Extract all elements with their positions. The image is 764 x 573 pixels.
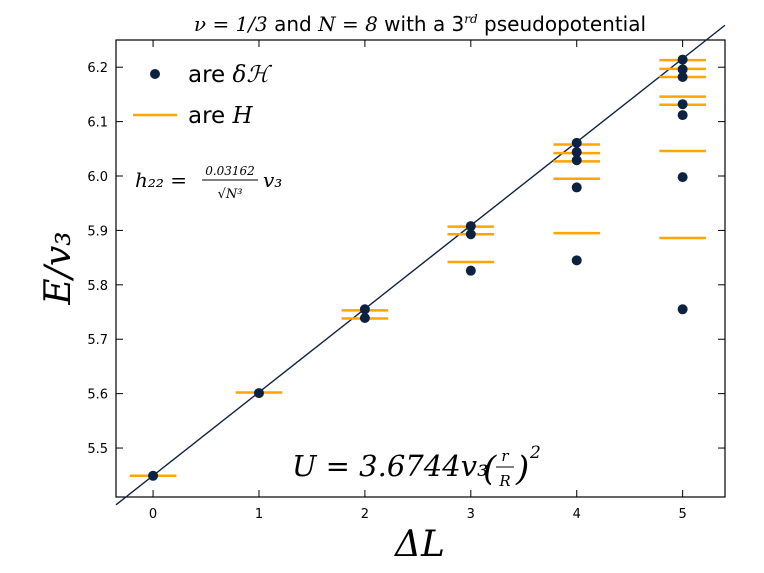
fit-layer	[115, 24, 726, 506]
delta-h-point	[465, 229, 476, 240]
y-tick-label: 5.5	[87, 442, 108, 457]
delta-h-point	[677, 64, 688, 75]
legend: are δℋ are H	[133, 62, 272, 129]
title-superscript: rd	[464, 12, 478, 26]
title-with: with a 3	[378, 12, 464, 36]
legend-entry-delta-h-math: δℋ	[233, 62, 273, 88]
legend-entry-h-math: H	[232, 103, 254, 129]
delta-h-point	[571, 182, 582, 193]
y-tick-label: 6.1	[87, 116, 108, 131]
delta-h-point	[677, 110, 688, 121]
u-paren-open: (	[483, 449, 497, 489]
x-tick-label: 4	[573, 507, 581, 522]
delta-h-point	[677, 304, 688, 315]
y-tick-label: 6.0	[87, 170, 108, 185]
ticks-layer: 0 1 2 3 4 5 5.5 5.6 5.7 5.8 5.9 6.0 6.1 6.2	[87, 40, 725, 522]
x-tick-label: 5	[678, 507, 686, 522]
legend-dot-marker	[150, 69, 160, 79]
delta-h-point	[465, 265, 476, 276]
x-axis-label: ΔL	[393, 524, 445, 565]
delta-h-point	[677, 54, 688, 65]
u-exponent: 2	[529, 443, 541, 463]
chart-title: ν = 1/3 and N = 8 with a 3rd pseudopoten…	[194, 12, 646, 36]
u-annotation: U = 3.6744v₃ ( r R ) 2	[292, 443, 541, 490]
fit-line	[115, 24, 726, 506]
delta-h-series-layer	[148, 54, 688, 481]
delta-h-point	[253, 388, 264, 399]
u-denominator: R	[498, 472, 510, 490]
delta-h-point	[148, 470, 159, 481]
y-tick-label: 5.8	[87, 279, 108, 294]
h22-numerator: 0.03162	[205, 164, 255, 178]
h22-rhs: v₃	[263, 168, 282, 192]
y-tick-label: 5.9	[87, 224, 108, 239]
delta-h-point	[571, 255, 582, 266]
title-and: and	[268, 12, 318, 36]
x-tick-label: 1	[255, 507, 263, 522]
y-tick-label: 5.7	[87, 333, 108, 348]
h22-annotation: h₂₂ = 0.03162 √N³ v₃	[135, 164, 282, 202]
h22-denominator: √N³	[218, 187, 243, 202]
x-tick-label: 3	[467, 507, 475, 522]
title-pseudopotential: pseudopotential	[478, 12, 646, 36]
y-tick-label: 6.2	[87, 61, 108, 76]
delta-h-point	[571, 155, 582, 166]
delta-h-point	[677, 71, 688, 82]
y-tick-label: 5.6	[87, 388, 108, 403]
u-paren-close: )	[515, 449, 529, 489]
delta-h-point	[571, 137, 582, 148]
y-axis-label: E/v₃	[38, 231, 79, 305]
legend-entry-delta-h: are δℋ	[188, 62, 272, 88]
delta-h-point	[677, 99, 688, 110]
u-main: U = 3.6744v₃	[292, 449, 489, 483]
h22-lhs: h₂₂ =	[135, 168, 187, 192]
delta-h-point	[359, 304, 370, 315]
delta-h-point	[677, 172, 688, 183]
legend-entry-h-text: are	[188, 103, 233, 129]
legend-entry-h: are H	[188, 103, 254, 129]
legend-entry-delta-h-text: are	[188, 62, 233, 88]
delta-h-point	[571, 147, 582, 158]
delta-h-point	[359, 313, 370, 324]
delta-h-point	[465, 221, 476, 232]
plot-frame	[115, 39, 726, 498]
title-n: N = 8	[317, 12, 378, 36]
title-nu: ν = 1/3	[194, 12, 268, 36]
x-tick-label: 2	[361, 507, 369, 522]
u-numerator: r	[501, 447, 509, 465]
x-tick-label: 0	[149, 507, 157, 522]
